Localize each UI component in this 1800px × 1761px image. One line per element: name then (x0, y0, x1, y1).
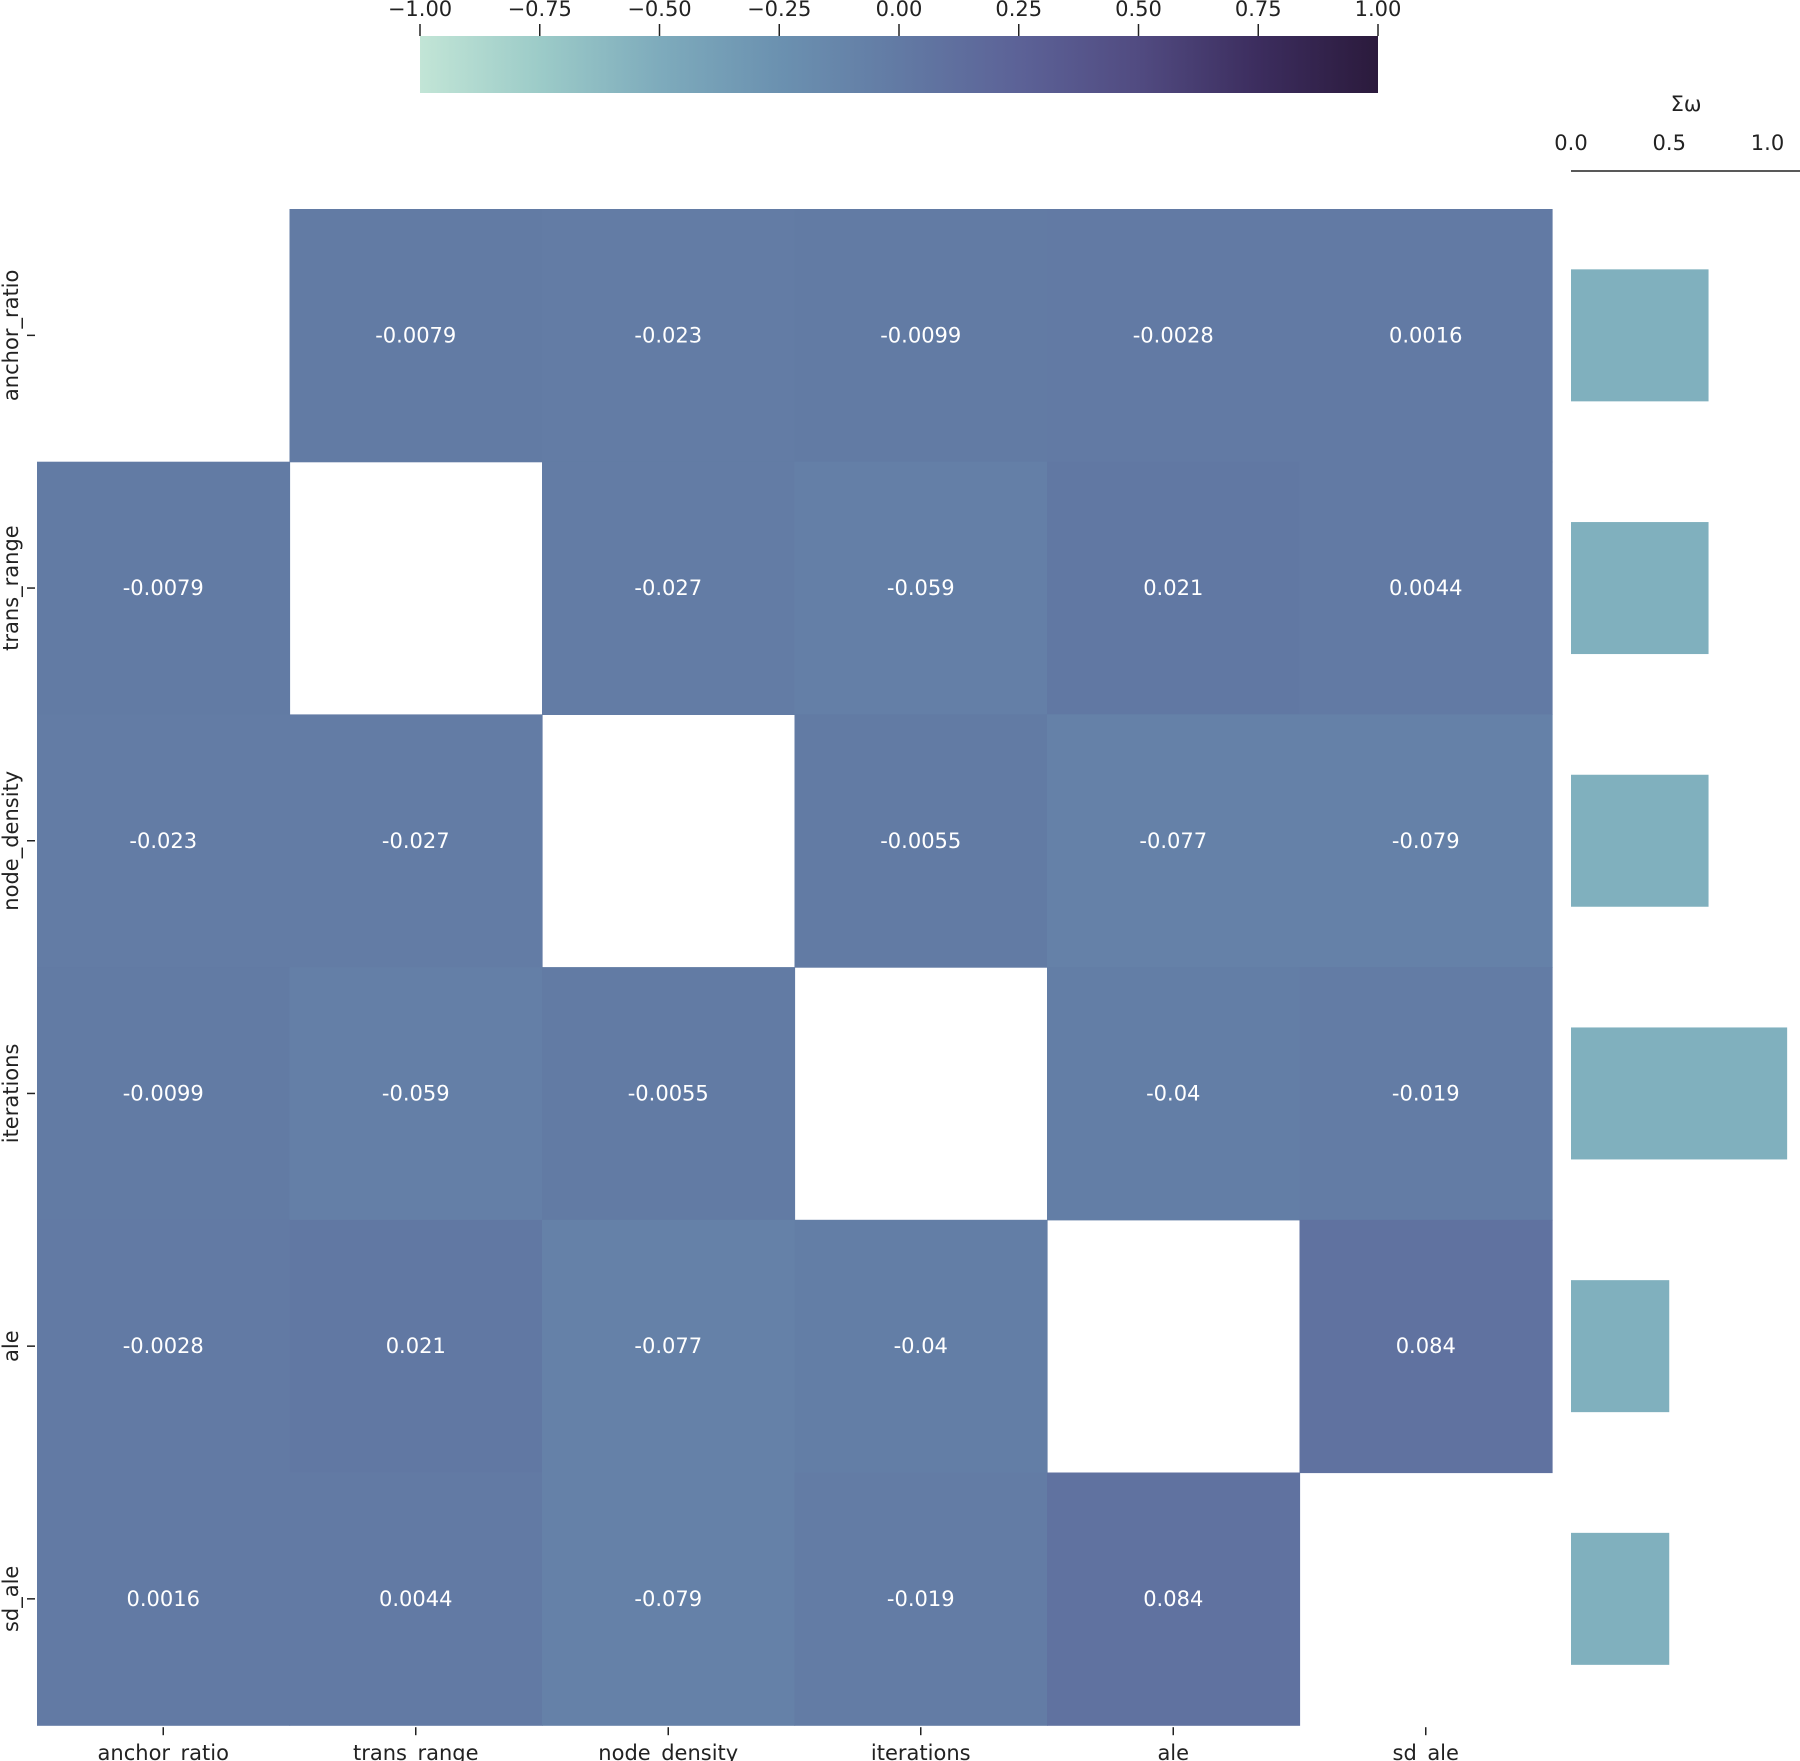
weight-axis-title: Σω (1671, 92, 1702, 116)
y-axis-tick-label: trans_range (0, 525, 24, 651)
heatmap-cell (542, 461, 796, 715)
weight-bar (1571, 1027, 1788, 1160)
heatmap-cell (1047, 967, 1301, 1221)
weight-bar (1571, 522, 1709, 655)
weight-bar (1571, 269, 1709, 402)
colorbar-tick-label: −0.25 (747, 0, 811, 21)
heatmap-cell-label: -0.0099 (123, 1081, 204, 1105)
weight-sum-bar-chart: 0.0 0.5 1.0 Σω (1554, 92, 1800, 1665)
heatmap-cell (1299, 1219, 1553, 1474)
heatmap-cell (37, 714, 291, 968)
heatmap-cell-label: 0.084 (1143, 1587, 1203, 1611)
heatmap-cell-label: -0.0079 (375, 323, 456, 347)
heatmap-cell-label: 0.084 (1396, 1334, 1456, 1358)
heatmap-cell (1047, 1472, 1301, 1726)
x-axis-tick-label: trans_range (353, 1741, 479, 1761)
heatmap-cell (794, 714, 1048, 968)
y-axis-tick-label: iterations (0, 1044, 23, 1144)
colorbar-tick-label: −0.50 (627, 0, 691, 21)
weight-axis-tick-label: 0.5 (1653, 131, 1686, 155)
heatmap-cell (542, 1472, 796, 1726)
heatmap-cell (289, 1219, 543, 1474)
heatmap-cell (794, 461, 1048, 715)
heatmap-cell (1047, 714, 1301, 968)
x-axis-tick-label: anchor_ratio (98, 1741, 229, 1761)
colorbar-tick-label: −1.00 (388, 0, 452, 21)
heatmap-cell (1299, 967, 1553, 1221)
y-axis-tick-label: sd_ale (0, 1566, 24, 1632)
heatmap-cell-label: 0.021 (386, 1334, 446, 1358)
heatmap-cell (542, 209, 796, 463)
heatmap-cell (289, 714, 543, 968)
weight-bar (1571, 1532, 1670, 1665)
heatmap-cell (289, 1472, 543, 1726)
colorbar-gradient (420, 36, 1378, 93)
colorbar-tick-label: 0.75 (1235, 0, 1282, 21)
colorbar-tick-label: 1.00 (1355, 0, 1402, 21)
colorbar-tick-label: 0.50 (1115, 0, 1162, 21)
heatmap-cell (1299, 461, 1553, 715)
y-axis-tick-label: anchor_ratio (0, 270, 24, 401)
heatmap-cell (794, 1219, 1048, 1474)
heatmap-cell (1299, 209, 1553, 463)
heatmap-cell-label: -0.0055 (880, 829, 961, 853)
x-axis-tick-label: sd_ale (1393, 1741, 1459, 1761)
heatmap-cell-label: -0.0055 (628, 1081, 709, 1105)
heatmap-cell-label: 0.0016 (127, 1587, 200, 1611)
heatmap-cell-label: -0.027 (382, 829, 450, 853)
heatmap-cell-label: -0.0028 (1133, 323, 1214, 347)
heatmap-cell (1047, 461, 1301, 715)
x-axis-tick-label: iterations (871, 1741, 971, 1761)
x-axis-tick-label: node_density (598, 1741, 738, 1761)
heatmap-cell (1047, 209, 1301, 463)
heatmap-cell-label: 0.0016 (1389, 323, 1462, 347)
heatmap-cell-label: -0.0079 (123, 576, 204, 600)
heatmap-cell-label: 0.021 (1143, 576, 1203, 600)
heatmap-cell (1299, 714, 1553, 968)
heatmap-cell (289, 967, 543, 1221)
heatmap-cell-label: -0.019 (887, 1587, 955, 1611)
weight-bar (1571, 1280, 1670, 1413)
heatmap-cell-label: 0.0044 (1389, 576, 1462, 600)
x-axis-tick-label: ale (1157, 1741, 1189, 1761)
heatmap-cell-label: -0.04 (894, 1334, 948, 1358)
heatmap-cell (37, 1219, 291, 1474)
heatmap-cell-label: -0.077 (634, 1334, 702, 1358)
heatmap-cell-label: -0.027 (634, 576, 702, 600)
heatmap-cell (37, 461, 291, 715)
weight-bar (1571, 774, 1709, 907)
heatmap-cell-label: -0.059 (887, 576, 955, 600)
y-axis-tick-label: node_density (0, 771, 24, 911)
weight-axis-tick-label: 0.0 (1554, 131, 1587, 155)
heatmap-cell-label: 0.0044 (379, 1587, 452, 1611)
heatmap-cell-label: -0.079 (1392, 829, 1460, 853)
heatmap-cell (37, 967, 291, 1221)
colorbar: −1.00 −0.75 −0.50 −0.25 0.00 0.25 0.50 0.75 1.00 (388, 0, 1402, 93)
heatmap-cell (289, 209, 543, 463)
heatmap-cell-label: -0.023 (129, 829, 197, 853)
colorbar-tick-label: −0.75 (508, 0, 572, 21)
heatmap-cell (794, 1472, 1048, 1726)
heatmap-cell-label: -0.023 (634, 323, 702, 347)
heatmap-cell-label: -0.0028 (123, 1334, 204, 1358)
heatmap-cell-label: -0.019 (1392, 1081, 1460, 1105)
heatmap: -0.0079 -0.023 -0.0099 -0.0028 0.0016 -0.0079… (0, 209, 1553, 1761)
heatmap-cell (542, 967, 796, 1221)
heatmap-cell-label: -0.0099 (880, 323, 961, 347)
heatmap-cell-label: -0.04 (1146, 1081, 1200, 1105)
weight-axis-tick-label: 1.0 (1751, 131, 1784, 155)
heatmap-cell-label: -0.077 (1139, 829, 1207, 853)
heatmap-cell (542, 1219, 796, 1474)
colorbar-tick-label: 0.25 (995, 0, 1042, 21)
heatmap-cell-label: -0.059 (382, 1081, 450, 1105)
y-axis-tick-label: ale (0, 1330, 23, 1362)
heatmap-cell (37, 1472, 291, 1726)
colorbar-tick-label: 0.00 (876, 0, 923, 21)
heatmap-cell (794, 209, 1048, 463)
heatmap-cell-label: -0.079 (634, 1587, 702, 1611)
